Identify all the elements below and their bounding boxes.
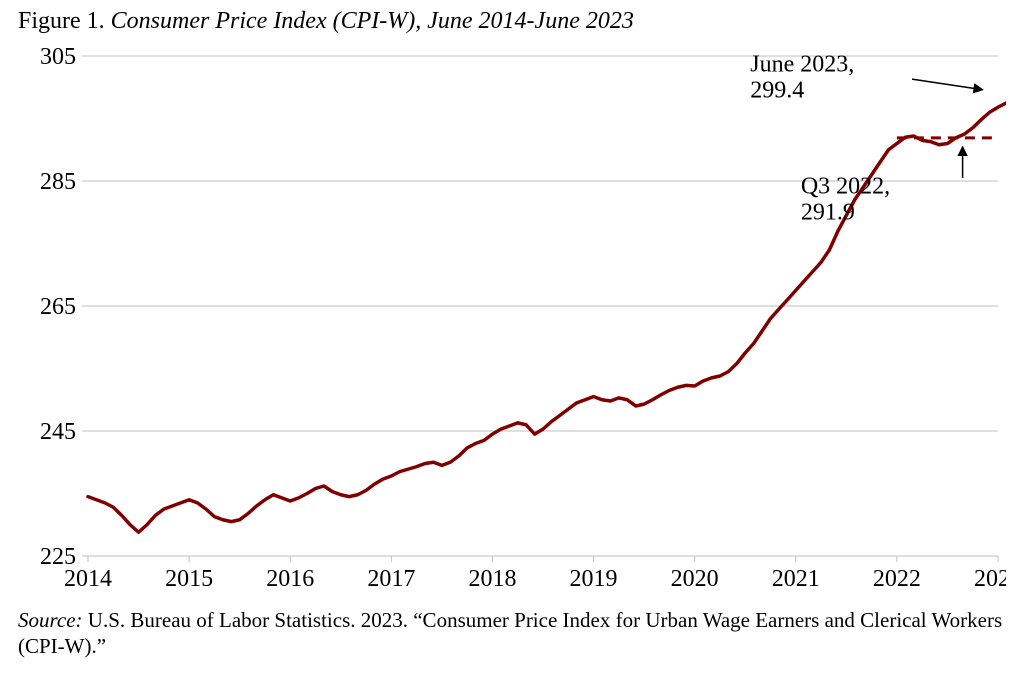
x-axis-ticks: 2014 2015 2016 2017 2018 2019 2020 2021 2022 2023	[64, 566, 1006, 592]
svg-text:285: 285	[40, 169, 76, 195]
source-text: U.S. Bureau of Labor Statistics. 2023. “…	[18, 608, 1002, 658]
svg-text:2021: 2021	[772, 566, 820, 592]
grid	[88, 56, 998, 556]
source-label: Source:	[18, 608, 83, 632]
svg-text:305: 305	[40, 44, 76, 70]
svg-text:2017: 2017	[367, 566, 415, 592]
svg-text:245: 245	[40, 419, 76, 445]
svg-text:2018: 2018	[468, 566, 516, 592]
svg-text:2023: 2023	[974, 566, 1006, 592]
svg-text:2019: 2019	[570, 566, 618, 592]
svg-text:2014: 2014	[64, 566, 112, 592]
source-note: Source: U.S. Bureau of Labor Statistics.…	[18, 607, 1006, 660]
svg-text:2020: 2020	[671, 566, 719, 592]
chart-svg: June 2023,299.4Q3 2022,291.9 22524526528…	[18, 41, 1006, 601]
svg-text:2016: 2016	[266, 566, 314, 592]
axes	[82, 56, 998, 562]
series	[88, 91, 1006, 532]
svg-text:265: 265	[40, 294, 76, 320]
figure-label: Figure 1.	[18, 8, 105, 34]
svg-text:Q3 2022,291.9: Q3 2022,291.9	[801, 174, 890, 226]
figure-name: Consumer Price Index (CPI-W), June 2014-…	[111, 8, 634, 34]
svg-text:2022: 2022	[873, 566, 921, 592]
svg-text:June 2023,299.4: June 2023,299.4	[750, 52, 854, 104]
y-axis-ticks: 225245265285305	[40, 44, 76, 570]
svg-text:2015: 2015	[165, 566, 213, 592]
cpi-chart: June 2023,299.4Q3 2022,291.9 22524526528…	[18, 41, 1006, 601]
figure-title: Figure 1. Consumer Price Index (CPI-W), …	[18, 8, 1006, 35]
